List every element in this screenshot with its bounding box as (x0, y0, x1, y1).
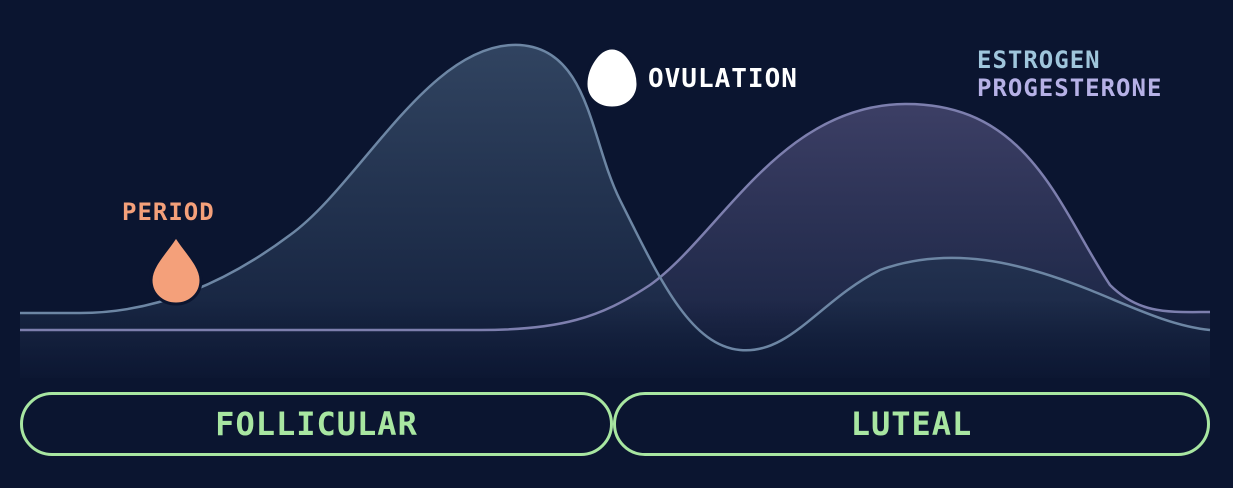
period-label: PERIOD (122, 198, 215, 226)
progesterone-line (20, 102, 1211, 332)
baseline-fade (20, 300, 1210, 378)
drop-icon (149, 232, 203, 306)
estrogen-area (20, 44, 1210, 378)
phase-follicular: FOLLICULAR (20, 392, 613, 456)
phase-luteal: LUTEAL (613, 392, 1210, 456)
legend-estrogen: ESTROGEN (977, 46, 1101, 74)
legend: ESTROGEN PROGESTERONE (977, 46, 1162, 102)
phase-luteal-label: LUTEAL (850, 405, 973, 443)
ovulation-label: OVULATION (648, 64, 798, 94)
egg-icon (584, 46, 640, 110)
legend-progesterone: PROGESTERONE (977, 74, 1163, 102)
phase-follicular-label: FOLLICULAR (215, 405, 418, 443)
estrogen-line (20, 43, 1211, 352)
